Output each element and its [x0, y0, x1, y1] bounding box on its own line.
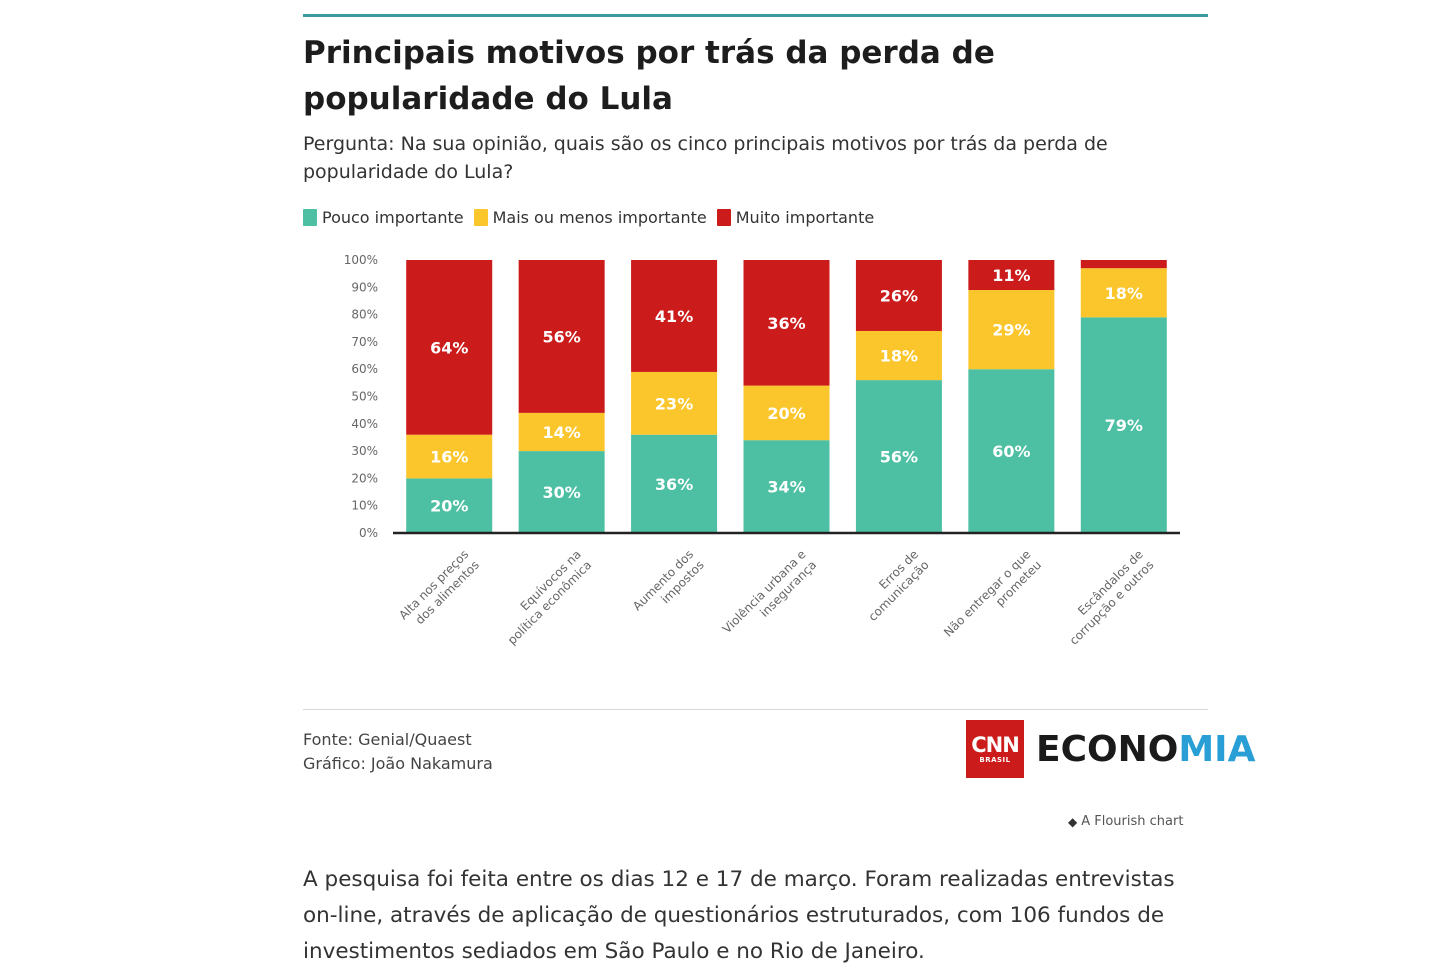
- legend: Pouco importante Mais ou menos important…: [303, 208, 884, 227]
- cnn-logo-text: CNN: [971, 733, 1020, 757]
- legend-item-mais-ou-menos: Mais ou menos importante: [473, 208, 707, 227]
- bar-segment: [406, 260, 493, 435]
- bar-data-label: 26%: [880, 286, 918, 305]
- flourish-link[interactable]: ◆ A Flourish chart: [1068, 814, 1183, 829]
- bar-data-label: 11%: [992, 266, 1030, 285]
- bar-data-label: 20%: [767, 404, 805, 423]
- top-rule: [303, 14, 1208, 17]
- source-block: Fonte: Genial/Quaest Gráfico: João Nakam…: [303, 728, 493, 776]
- legend-swatch-muito: [716, 209, 731, 226]
- y-tick-label: 20%: [351, 471, 378, 485]
- x-category-label: Escândalos decorrupção e outros: [1056, 547, 1156, 647]
- x-category-label: Equívocos napolítica econômica: [494, 547, 594, 647]
- y-tick-label: 70%: [351, 335, 378, 349]
- bar-data-label: 41%: [655, 307, 693, 326]
- footer-divider: [303, 709, 1208, 710]
- bar-segment: [855, 380, 942, 533]
- flourish-label: A Flourish chart: [1081, 814, 1184, 829]
- legend-item-pouco: Pouco importante: [303, 208, 464, 227]
- bar-segment: [518, 451, 605, 533]
- source-text: Fonte: Genial/Quaest: [303, 730, 472, 749]
- y-tick-label: 30%: [351, 444, 378, 458]
- bar-segment: [631, 371, 718, 435]
- bar-segment: [406, 434, 493, 479]
- stacked-bar-chart: 0% 10% 20% 30% 40% 50% 60% 70% 80% 90% 100% 20% 16% 6…: [344, 253, 1180, 650]
- bar-segment: [518, 412, 605, 452]
- y-tick-label: 10%: [351, 499, 378, 513]
- legend-label-mais-ou-menos: Mais ou menos importante: [492, 208, 707, 227]
- credit-text: Gráfico: João Nakamura: [303, 754, 493, 773]
- legend-item-muito: Muito importante: [716, 208, 875, 227]
- flourish-icon: ◆: [1068, 814, 1078, 829]
- economia-wordmark: ECONO MIA: [1036, 729, 1255, 770]
- bar-segment: [855, 330, 942, 381]
- bar-data-label: 64%: [430, 338, 468, 357]
- bar-data-label: 29%: [992, 321, 1030, 340]
- bar-data-label: 14%: [542, 423, 580, 442]
- y-tick-label: 50%: [351, 390, 378, 404]
- legend-label-muito: Muito importante: [735, 208, 875, 227]
- bar-data-label: 60%: [992, 442, 1030, 461]
- legend-label-pouco: Pouco importante: [322, 208, 464, 227]
- economia-prefix: ECONO: [1036, 728, 1179, 770]
- cnn-logo: CNN BRASIL: [966, 720, 1024, 778]
- y-tick-label: 0%: [359, 526, 378, 540]
- bar-segment: [631, 260, 718, 372]
- x-category-label: Erros decomunicação: [855, 547, 932, 624]
- y-tick-label: 40%: [351, 417, 378, 431]
- y-tick-label: 90%: [351, 280, 378, 294]
- bar-data-label: 56%: [880, 448, 918, 467]
- economia-suffix: MIA: [1178, 728, 1256, 770]
- bar-segment: [968, 369, 1055, 533]
- legend-swatch-mais-ou-menos: [473, 209, 488, 226]
- cnn-economia-logo: CNN BRASIL ECONO MIA: [966, 720, 1255, 778]
- bar-segment: [968, 260, 1055, 291]
- bar-segment: [855, 260, 942, 331]
- bar-data-label: 23%: [655, 394, 693, 413]
- bar-segment: [1080, 317, 1167, 533]
- bar-segment: [1080, 268, 1167, 318]
- bar-data-label: 36%: [655, 475, 693, 494]
- bar-data-label: 20%: [430, 497, 468, 516]
- bar-segment: [743, 260, 830, 386]
- article-paragraph: A pesquisa foi feita entre os dias 12 e …: [303, 867, 1175, 964]
- bar-data-label: 34%: [767, 478, 805, 497]
- bar-segment: [968, 290, 1055, 370]
- y-tick-label: 80%: [351, 308, 378, 322]
- chart-subtitle: Pergunta: Na sua opinião, quais são os c…: [303, 133, 1108, 183]
- chart-title: Principais motivos por trás da perda de …: [303, 35, 995, 117]
- bar-segment: [406, 478, 493, 533]
- x-category-label: Violência urbana einsegurança: [720, 547, 820, 647]
- y-tick-label: 60%: [351, 362, 378, 376]
- bar-segment: [631, 434, 718, 533]
- bar-data-label: 36%: [767, 314, 805, 333]
- bar-data-label: 18%: [1105, 284, 1143, 303]
- bar-segment: [743, 385, 830, 441]
- bar-data-label: 79%: [1105, 416, 1143, 435]
- bar-segment: [518, 260, 605, 413]
- legend-swatch-pouco: [303, 209, 317, 226]
- bar-data-label: 16%: [430, 448, 468, 467]
- cnn-logo-sub: BRASIL: [979, 756, 1011, 764]
- bar-data-label: 18%: [880, 347, 918, 366]
- y-tick-label: 100%: [344, 253, 378, 267]
- bar-segment: [743, 440, 830, 533]
- x-category-label: Não entregar o queprometeu: [941, 547, 1044, 650]
- bar-data-label: 56%: [542, 327, 580, 346]
- bar-segment: [1080, 260, 1167, 269]
- x-category-label: Aumento dosimpostos: [630, 547, 707, 624]
- x-category-label: Alta nos preçosdos alimentos: [396, 547, 482, 633]
- bar-data-label: 30%: [542, 483, 580, 502]
